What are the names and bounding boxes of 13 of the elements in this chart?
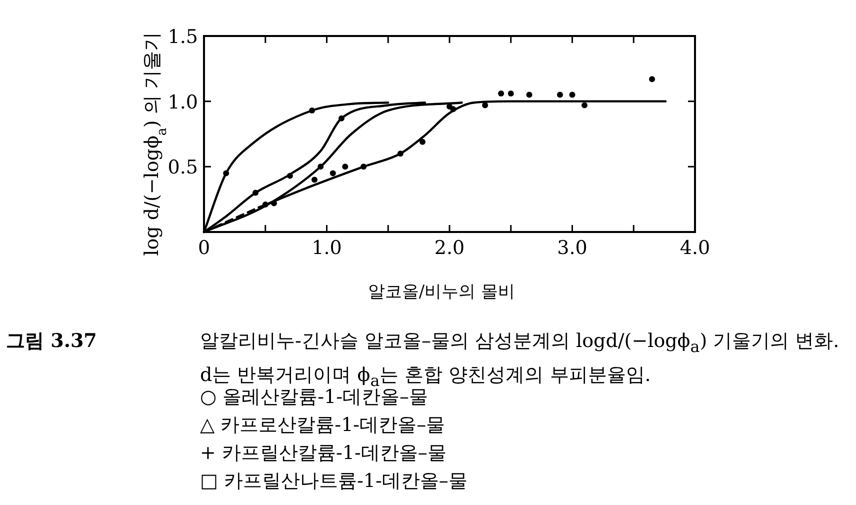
- x-tick-label: 4.0: [680, 237, 710, 259]
- y-tick-label: 1.5: [168, 26, 198, 48]
- y-tick-label: 1.0: [168, 91, 198, 114]
- y-tick-label: 0.5: [168, 156, 198, 179]
- text: + 카프릴산칼륨-1-데칸올–물: [200, 441, 448, 466]
- caption: 그림 3.37: [6, 329, 98, 354]
- x-tick-label: 3.0: [557, 237, 588, 259]
- x-axis-title: 알코올/비누의 몰비: [368, 282, 516, 302]
- x-tick-label: 0: [198, 237, 210, 259]
- text: △ 카프로산칼륨-1-데칸올–물: [200, 413, 446, 438]
- text: □ 카프릴산나트륨-1-데칸올–물: [200, 469, 468, 494]
- x-tick-label: 2.0: [434, 237, 465, 259]
- x-tick-label: 1.0: [312, 237, 342, 259]
